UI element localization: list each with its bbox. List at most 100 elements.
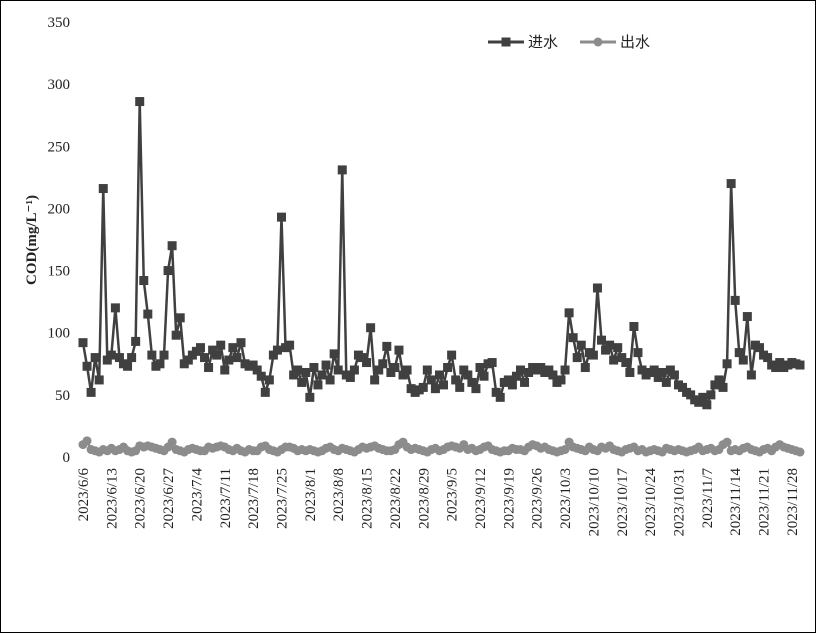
point: [621, 358, 631, 368]
point: [463, 370, 473, 380]
point: [362, 358, 372, 368]
point: [434, 370, 444, 380]
point: [329, 349, 339, 359]
point: [515, 365, 525, 375]
point: [544, 365, 554, 375]
point: [467, 377, 477, 387]
point: [216, 340, 226, 350]
point: [588, 350, 598, 360]
point: [94, 375, 104, 385]
point: [297, 377, 307, 387]
point: [248, 360, 258, 370]
point: [459, 365, 469, 375]
point: [386, 367, 396, 377]
x-tick-label: 2023/8/22: [388, 468, 404, 529]
point: [394, 345, 404, 355]
point: [123, 361, 133, 371]
x-tick-label: 2023/10/24: [643, 468, 659, 537]
point: [730, 295, 740, 305]
point: [82, 361, 92, 371]
point: [568, 333, 578, 343]
point: [183, 355, 193, 365]
point: [232, 353, 242, 363]
point: [609, 355, 619, 365]
point: [147, 350, 157, 360]
point: [576, 340, 586, 350]
x-tick-label: 2023/7/11: [218, 468, 234, 528]
point: [775, 358, 785, 368]
point: [487, 358, 497, 368]
point: [491, 387, 501, 397]
point: [495, 392, 505, 402]
y-tick-label: 350: [48, 15, 71, 31]
x-tick-label: 2023/7/18: [246, 468, 262, 529]
point: [503, 375, 513, 385]
point: [167, 437, 177, 447]
legend-marker: [593, 37, 603, 47]
point: [321, 360, 331, 370]
point: [507, 380, 517, 390]
point: [175, 313, 185, 323]
point: [669, 370, 679, 380]
point: [212, 350, 222, 360]
x-tick-label: 2023/9/12: [473, 468, 489, 529]
point: [260, 387, 270, 397]
point: [337, 165, 347, 175]
point: [167, 241, 177, 251]
point: [738, 355, 748, 365]
point: [402, 365, 412, 375]
point: [722, 359, 732, 369]
y-tick-label: 200: [48, 201, 71, 217]
point: [694, 397, 704, 407]
point: [78, 338, 88, 348]
point: [524, 367, 534, 377]
point: [378, 359, 388, 369]
point: [795, 447, 805, 457]
point: [511, 371, 521, 381]
point: [422, 365, 432, 375]
x-tick-label: 2023/6/6: [76, 468, 92, 522]
point: [293, 365, 303, 375]
point: [479, 371, 489, 381]
x-tick-label: 2023/7/25: [274, 468, 290, 529]
x-tick-label: 2023/10/31: [671, 468, 687, 536]
point: [742, 312, 752, 322]
point: [520, 377, 530, 387]
point: [601, 345, 611, 355]
point: [86, 387, 96, 397]
point: [746, 370, 756, 380]
point: [325, 375, 335, 385]
point: [613, 343, 623, 353]
point: [106, 350, 116, 360]
point: [560, 445, 570, 455]
y-tick-label: 0: [63, 450, 71, 466]
point: [447, 350, 457, 360]
point: [98, 184, 108, 194]
point: [617, 353, 627, 363]
legend-marker: [501, 37, 511, 47]
x-tick-label: 2023/10/17: [615, 468, 631, 537]
point: [592, 283, 602, 293]
point: [426, 375, 436, 385]
point: [82, 436, 92, 446]
point: [439, 380, 449, 390]
point: [633, 348, 643, 358]
y-tick-label: 150: [48, 264, 71, 280]
point: [443, 363, 453, 373]
point: [264, 375, 274, 385]
x-tick-label: 2023/11/7: [700, 468, 716, 529]
point: [163, 266, 173, 276]
point: [382, 341, 392, 351]
point: [722, 437, 732, 447]
point: [536, 363, 546, 373]
point: [289, 370, 299, 380]
point: [763, 353, 773, 363]
point: [366, 323, 376, 333]
x-tick-label: 2023/8/8: [331, 468, 347, 521]
point: [475, 363, 485, 373]
point: [131, 336, 141, 346]
point: [657, 367, 667, 377]
point: [224, 355, 234, 365]
